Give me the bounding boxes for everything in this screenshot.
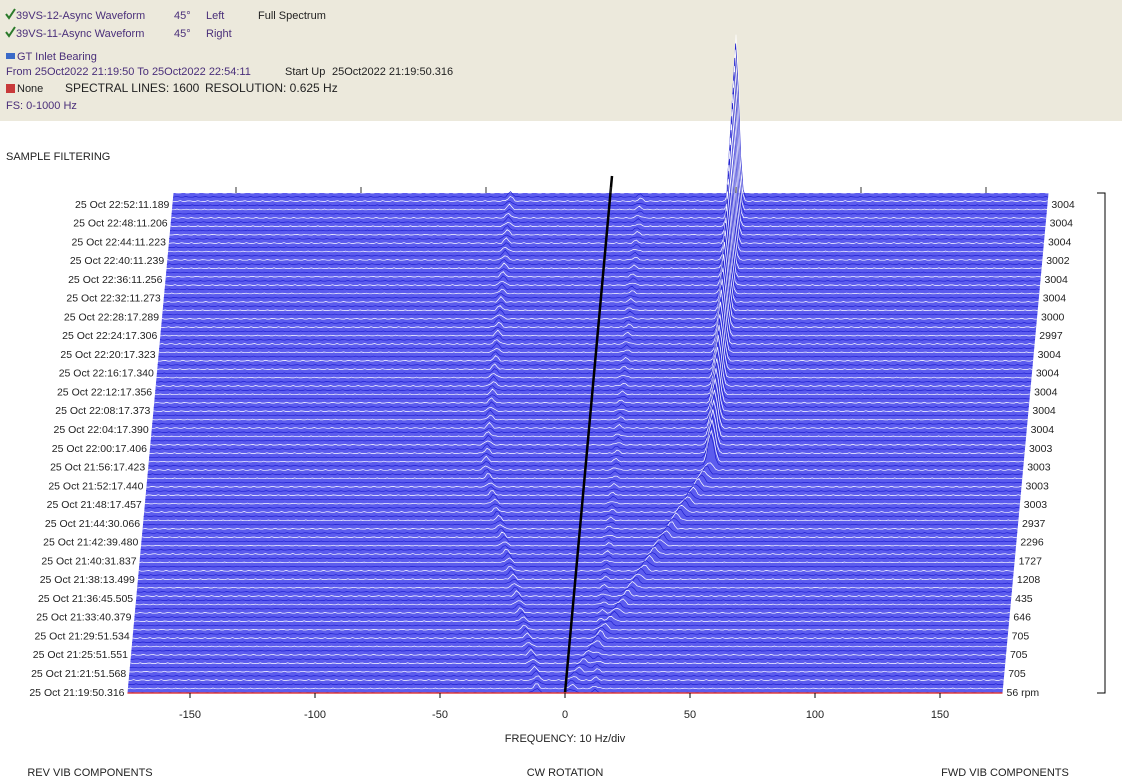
row-rpm: 2997 [1039, 330, 1063, 342]
x-tick-label: 100 [806, 709, 824, 721]
row-rpm: 3004 [1034, 386, 1058, 398]
row-rpm: 3004 [1043, 293, 1067, 305]
row-rpm: 435 [1015, 593, 1033, 605]
row-rpm: 3004 [1050, 218, 1074, 230]
plot: -150 -100 -50 0 50 100 150 FREQUENCY: 10 Hz/div… [27, 34, 1106, 779]
row-time: 25 Oct 21:38:13.499 [40, 574, 135, 586]
frequency-span: FS: 0-1000 Hz [6, 100, 77, 112]
row-rpm: 2937 [1022, 518, 1046, 530]
row-time: 25 Oct 22:28:17.289 [64, 311, 159, 323]
startup-time: 25Oct2022 21:19:50.316 [332, 66, 453, 78]
angle: 45° [174, 28, 191, 40]
row-rpm: 705 [1012, 630, 1030, 642]
row-time: 25 Oct 21:21:51.568 [31, 668, 126, 680]
row-rpm: 705 [1010, 649, 1028, 661]
bearing-icon [6, 53, 15, 59]
order-line [563, 175, 614, 694]
row-time: 25 Oct 21:48:17.457 [47, 499, 142, 511]
side: Left [206, 10, 224, 22]
startup-label: Start Up [285, 66, 325, 78]
check-icon [5, 8, 16, 20]
row-rpm: 3004 [1048, 236, 1072, 248]
header-panel [0, 0, 1122, 121]
row-rpm: 3003 [1029, 443, 1053, 455]
x-tick-label: 50 [684, 709, 696, 721]
row-rpm: 3004 [1051, 199, 1075, 211]
row-time: 25 Oct 22:36:11.256 [68, 274, 163, 286]
spectral-lines: SPECTRAL LINES: 1600 [65, 81, 200, 95]
mode: Full Spectrum [258, 10, 326, 22]
measurement-name: 39VS-12-Async Waveform [16, 10, 145, 22]
date-range: From 25Oct2022 21:19:50 To 25Oct2022 22:… [6, 66, 251, 78]
row-time: 25 Oct 22:08:17.373 [55, 405, 150, 417]
row-rpm: 646 [1013, 612, 1031, 624]
row-rpm: 3004 [1038, 349, 1062, 361]
row-rpm: 56 rpm [1007, 687, 1040, 699]
row-time: 25 Oct 21:25:51.551 [33, 649, 128, 661]
x-tick-label: -150 [179, 709, 201, 721]
side: Right [206, 28, 232, 40]
row-rpm: 3000 [1041, 311, 1065, 323]
measurement-name: 39VS-11-Async Waveform [16, 28, 144, 40]
rpm-bracket [1097, 192, 1106, 694]
row-time: 25 Oct 21:42:39.480 [43, 537, 138, 549]
row-time: 25 Oct 21:36:45.505 [38, 593, 133, 605]
row-rpm: 705 [1008, 668, 1026, 680]
row-time: 25 Oct 21:40:31.837 [41, 555, 136, 567]
resolution: RESOLUTION: 0.625 Hz [205, 81, 338, 95]
row-time: 25 Oct 21:52:17.440 [48, 480, 143, 492]
row-time: 25 Oct 22:32:11.273 [66, 293, 161, 305]
x-tick-label: -50 [432, 709, 448, 721]
row-rpm: 2296 [1020, 537, 1044, 549]
row-time: 25 Oct 22:24:17.306 [62, 330, 157, 342]
bottom-label: CW ROTATION [527, 767, 604, 779]
check-icon [5, 26, 16, 38]
row-rpm: 3002 [1046, 255, 1070, 267]
x-axis-label: FREQUENCY: 10 Hz/div [505, 733, 626, 745]
row-time: 25 Oct 21:33:40.379 [36, 612, 131, 624]
row-time: 25 Oct 21:56:17.423 [50, 462, 145, 474]
row-time: 25 Oct 21:44:30.066 [45, 518, 140, 530]
filtering: SAMPLE FILTERING [6, 151, 110, 163]
row-time: 25 Oct 22:48:11.206 [73, 218, 168, 230]
row-time: 25 Oct 21:29:51.534 [35, 630, 130, 642]
row-time: 25 Oct 22:52:11.189 [75, 199, 170, 211]
row-rpm: 3003 [1027, 462, 1051, 474]
row-time: 25 Oct 21:19:50.316 [29, 687, 124, 699]
row-time: 25 Oct 22:04:17.390 [54, 424, 149, 436]
row-time: 25 Oct 22:00:17.406 [52, 443, 147, 455]
bottom-label: REV VIB COMPONENTS [27, 767, 152, 779]
row-time: 25 Oct 22:12:17.356 [57, 386, 152, 398]
reference-icon [6, 84, 15, 93]
row-rpm: 1208 [1017, 574, 1041, 586]
row-rpm: 1727 [1019, 555, 1043, 567]
row-time: 25 Oct 22:44:11.223 [72, 236, 167, 248]
row-rpm: 3004 [1044, 274, 1068, 286]
row-rpm: 3004 [1036, 368, 1060, 380]
bottom-label: FWD VIB COMPONENTS [941, 767, 1069, 779]
x-tick-label: 0 [562, 709, 568, 721]
row-rpm: 3004 [1032, 405, 1056, 417]
row-time: 25 Oct 22:20:17.323 [60, 349, 155, 361]
row-rpm: 3003 [1024, 499, 1048, 511]
row-rpm: 3003 [1025, 480, 1049, 492]
row-time: 25 Oct 22:16:17.340 [59, 368, 154, 380]
location: GT Inlet Bearing [17, 51, 97, 63]
angle: 45° [174, 10, 191, 22]
x-tick-label: 150 [931, 709, 949, 721]
reference: None [17, 83, 43, 95]
row-time: 25 Oct 22:40:11.239 [70, 255, 165, 267]
row-rpm: 3004 [1031, 424, 1055, 436]
x-tick-label: -100 [304, 709, 326, 721]
